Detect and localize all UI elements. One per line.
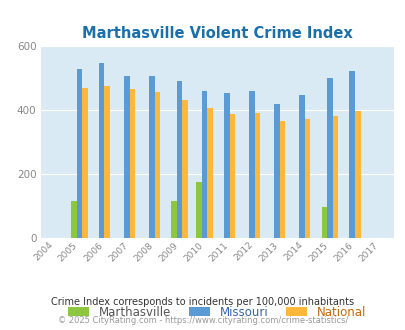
Bar	[77, 69, 82, 238]
Bar	[129, 89, 135, 238]
Bar	[99, 63, 104, 238]
Text: © 2025 CityRating.com - https://www.cityrating.com/crime-statistics/: © 2025 CityRating.com - https://www.city…	[58, 316, 347, 325]
Text: Crime Index corresponds to incidents per 100,000 inhabitants: Crime Index corresponds to incidents per…	[51, 297, 354, 307]
Bar	[298, 95, 304, 238]
Bar	[149, 76, 154, 238]
Bar	[171, 201, 177, 238]
Bar	[321, 207, 326, 238]
Bar	[177, 81, 182, 238]
Bar	[201, 91, 207, 238]
Bar	[279, 121, 285, 238]
Bar	[124, 76, 129, 238]
Bar	[82, 88, 87, 238]
Bar	[104, 86, 110, 238]
Bar	[349, 71, 354, 238]
Bar	[332, 116, 337, 238]
Bar	[274, 104, 279, 238]
Bar	[154, 92, 160, 238]
Bar	[249, 91, 254, 238]
Bar	[326, 78, 332, 238]
Bar	[229, 114, 234, 238]
Bar	[196, 182, 201, 238]
Legend: Marthasville, Missouri, National: Marthasville, Missouri, National	[63, 301, 370, 323]
Bar	[182, 100, 188, 238]
Bar	[354, 111, 360, 238]
Bar	[224, 93, 229, 238]
Bar	[71, 201, 77, 238]
Bar	[304, 119, 310, 238]
Title: Marthasville Violent Crime Index: Marthasville Violent Crime Index	[82, 26, 352, 41]
Bar	[254, 113, 260, 238]
Bar	[207, 108, 213, 238]
